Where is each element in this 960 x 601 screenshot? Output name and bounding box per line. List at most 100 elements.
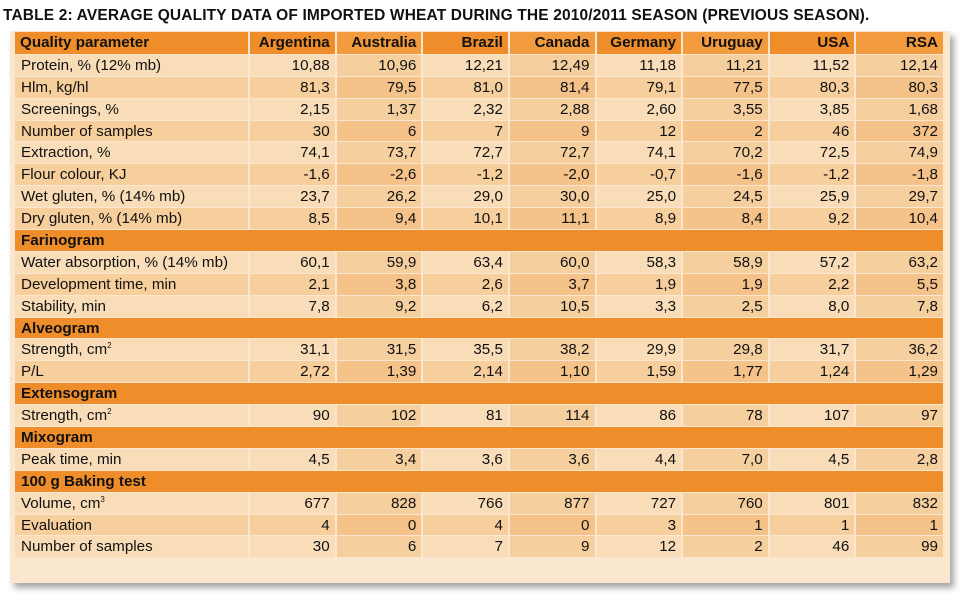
value-cell: 81 — [423, 404, 510, 427]
table-row: Screenings, % 2,15 1,37 2,32 2,88 2,60 3,55 3,8… — [15, 97, 943, 120]
value-cell: 26,2 — [336, 185, 424, 208]
value-cell: 1,77 — [683, 360, 770, 383]
row-label: Strength, cm2 — [15, 338, 251, 361]
value-cell: 23,7 — [250, 185, 337, 208]
value-cell: 2,88 — [509, 97, 597, 120]
value-cell: 46 — [769, 535, 857, 558]
value-cell: -1,6 — [683, 163, 770, 186]
table-row: Number of samples 30 6 7 9 12 2 46 99 — [15, 535, 943, 558]
section-title: Farinogram — [15, 229, 943, 251]
value-cell: 3,4 — [336, 447, 424, 470]
value-cell: 4 — [423, 513, 510, 536]
table-row: Strength, cm2 31,1 31,5 35,5 38,2 29,9 29,8 31,… — [15, 338, 943, 361]
value-cell: 72,7 — [423, 141, 510, 164]
value-cell: 10,1 — [423, 207, 510, 230]
value-cell: 828 — [336, 491, 424, 514]
value-cell: 9 — [509, 535, 597, 558]
column-header-parameter: Quality parameter — [15, 32, 251, 54]
section-row: Mixogram — [15, 426, 943, 448]
value-cell: 801 — [769, 491, 857, 514]
value-cell: 74,1 — [250, 141, 337, 164]
value-cell: 59,9 — [336, 250, 424, 273]
value-cell: 102 — [336, 404, 424, 427]
column-header-australia: Australia — [336, 32, 424, 54]
row-label: P/L — [15, 360, 251, 383]
value-cell: 30,0 — [509, 185, 597, 208]
table-row: Number of samples 30 6 7 9 12 2 46 372 — [15, 119, 943, 142]
row-label: Development time, min — [15, 272, 251, 295]
row-label: Wet gluten, % (14% mb) — [15, 185, 251, 208]
row-label: Number of samples — [15, 119, 251, 142]
row-label-text: Hlm, kg/hl — [21, 78, 89, 96]
value-cell: 4,5 — [250, 447, 337, 470]
value-cell: 12 — [596, 535, 684, 558]
quality-data-table: Quality parameter Argentina Australia Br… — [15, 32, 943, 558]
value-cell: 25,0 — [596, 185, 684, 208]
row-label-text: Wet gluten, % (14% mb) — [21, 188, 186, 206]
row-label: Water absorption, % (14% mb) — [15, 250, 251, 273]
value-cell: 29,9 — [596, 338, 684, 361]
row-label-text: Strength, cm — [21, 341, 108, 359]
value-cell: 58,3 — [596, 250, 684, 273]
value-cell: 12 — [596, 119, 684, 142]
table-row: P/L 2,72 1,39 2,14 1,10 1,59 1,77 1,24 1,29 — [15, 360, 943, 383]
value-cell: 2,32 — [423, 97, 510, 120]
value-cell: 2 — [683, 535, 770, 558]
value-cell: 3,85 — [769, 97, 857, 120]
header-row: Quality parameter Argentina Australia Br… — [15, 32, 943, 54]
value-cell: 25,9 — [769, 185, 857, 208]
value-cell: 6 — [336, 535, 424, 558]
section-row: Extensogram — [15, 382, 943, 405]
row-label-text: Number of samples — [21, 538, 153, 556]
value-cell: 832 — [856, 491, 943, 514]
value-cell: 79,1 — [596, 75, 684, 98]
row-label: Evaluation — [15, 513, 251, 536]
value-cell: 8,0 — [769, 294, 857, 317]
value-cell: 2 — [683, 119, 770, 142]
value-cell: 1,37 — [336, 97, 424, 120]
row-label-text: Number of samples — [21, 122, 153, 140]
row-label-text: Strength, cm — [21, 407, 108, 425]
row-label-text: P/L — [21, 363, 44, 381]
value-cell: 78 — [683, 404, 770, 427]
section-row: Alveogram — [15, 316, 943, 339]
value-cell: 2,60 — [596, 97, 684, 120]
value-cell: 7,8 — [856, 294, 943, 317]
value-cell: 60,1 — [250, 250, 337, 273]
value-cell: 9,2 — [769, 207, 857, 230]
value-cell: 11,1 — [509, 207, 597, 230]
section-title: Alveogram — [15, 316, 943, 339]
value-cell: 6,2 — [423, 294, 510, 317]
value-cell: -1,6 — [250, 163, 337, 186]
table-row: Development time, min 2,1 3,8 2,6 3,7 1,9 1,9 2… — [15, 272, 943, 295]
row-label-text: Dry gluten, % (14% mb) — [21, 210, 183, 228]
row-label: Extraction, % — [15, 141, 251, 164]
value-cell: 30 — [250, 535, 337, 558]
value-cell: -1,8 — [856, 163, 943, 186]
value-cell: 31,7 — [769, 338, 857, 361]
value-cell: 107 — [769, 404, 857, 427]
row-label-text: Protein, % (12% mb) — [21, 56, 162, 74]
row-label: Peak time, min — [15, 447, 251, 470]
value-cell: 11,18 — [596, 53, 684, 76]
value-cell: 77,5 — [683, 75, 770, 98]
table-row: Evaluation 4 0 4 0 3 1 1 1 — [15, 513, 943, 536]
table-row: Stability, min 7,8 9,2 6,2 10,5 3,3 2,5 8,0 7,8 — [15, 294, 943, 317]
value-cell: 29,7 — [856, 185, 943, 208]
column-header-argentina: Argentina — [250, 32, 337, 54]
value-cell: 3,6 — [423, 447, 510, 470]
value-cell: 74,9 — [856, 141, 943, 164]
table-row: Hlm, kg/hl 81,3 79,5 81,0 81,4 79,1 77,5 80,3 80… — [15, 75, 943, 98]
row-label-text: Volume, cm — [21, 494, 101, 512]
value-cell: 90 — [250, 404, 337, 427]
value-cell: 57,2 — [769, 250, 857, 273]
value-cell: 74,1 — [596, 141, 684, 164]
row-label-text: Development time, min — [21, 275, 177, 293]
value-cell: 1,10 — [509, 360, 597, 383]
unit-superscript: 3 — [100, 494, 105, 504]
value-cell: 1 — [856, 513, 943, 536]
value-cell: 8,4 — [683, 207, 770, 230]
value-cell: 12,21 — [423, 53, 510, 76]
row-label-text: Peak time, min — [21, 450, 122, 468]
section-row: 100 g Baking test — [15, 469, 943, 492]
